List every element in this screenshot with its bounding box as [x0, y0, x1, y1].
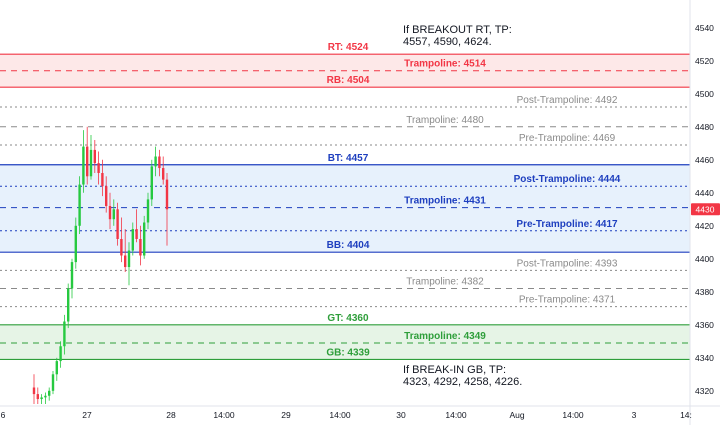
candle-body [131, 229, 134, 251]
time-tick-label: 29 [281, 410, 291, 420]
level-label: Trampoline: 4514 [404, 59, 486, 70]
time-tick-label: 6 [1, 410, 6, 420]
price-tick-label: 4340 [695, 353, 714, 363]
candle-body [48, 390, 51, 396]
price-tick-label: 4520 [695, 56, 714, 66]
price-tick-label: 4360 [695, 320, 714, 330]
candle-body [127, 250, 131, 268]
annotation-text: 4323, 4292, 4258, 4226. [403, 376, 522, 388]
candle-body [89, 149, 93, 177]
level-label: Trampoline: 4382 [406, 277, 484, 288]
candle-body [101, 173, 104, 187]
candle-body [36, 394, 39, 400]
candle-body [139, 239, 142, 256]
level-label: GT: 4360 [327, 313, 369, 324]
candle-body [74, 225, 77, 263]
time-tick-label: 30 [396, 410, 406, 420]
level-label: Post-Trampoline: 4444 [514, 174, 621, 185]
annotation-text: If BREAKOUT RT, TP: [403, 24, 512, 36]
time-tick-label: 14:00 [445, 410, 467, 420]
level-label: BB: 4404 [327, 240, 370, 251]
price-tick-label: 4420 [695, 221, 714, 231]
candle-body [67, 288, 70, 322]
level-label: RT: 4524 [328, 42, 369, 53]
time-tick-label: Aug [509, 410, 524, 420]
price-tick-label: 4540 [695, 23, 714, 33]
candle-body [40, 397, 43, 400]
candle-body [162, 168, 165, 180]
candle-body [55, 361, 58, 375]
candle-body [105, 186, 108, 206]
candle-body [59, 346, 62, 362]
candle-body [93, 149, 96, 164]
price-tick-label: 4460 [695, 155, 714, 165]
candle-body [63, 321, 66, 347]
candle-body [86, 146, 89, 177]
level-label: Pre-Trampoline: 4371 [519, 295, 616, 306]
candle-body [97, 163, 100, 173]
candle-body [112, 209, 115, 220]
level-label: Pre-Trampoline: 4469 [519, 133, 616, 144]
annotation-text: If BREAK-IN GB, TP: [403, 364, 506, 376]
candle-body [124, 255, 127, 268]
level-label: Pre-Trampoline: 4417 [516, 219, 618, 230]
time-tick-label: 14:00 [213, 410, 235, 420]
candle-body [32, 387, 36, 395]
zone-blue [0, 164, 690, 253]
candle-body [78, 184, 81, 226]
price-tick-label: 4380 [695, 287, 714, 297]
candle-body [143, 222, 146, 256]
time-tick-label: 14: [680, 410, 692, 420]
annotation-text: 4557, 4590, 4624. [403, 36, 492, 48]
price-tick-label: 4480 [695, 122, 714, 132]
candle-body [165, 179, 169, 210]
candle-body [70, 262, 74, 289]
candle-body [158, 156, 161, 169]
level-label: Post-Trampoline: 4393 [517, 258, 618, 269]
current-price-badge [691, 203, 720, 216]
level-label: Post-Trampoline: 4492 [517, 95, 618, 106]
time-tick-label: 28 [166, 410, 176, 420]
time-tick-label: 3 [632, 410, 637, 420]
level-label: BT: 4457 [328, 153, 369, 164]
candle-body [51, 374, 55, 391]
level-label: Trampoline: 4480 [406, 115, 484, 126]
price-tick-label: 4440 [695, 188, 714, 198]
candle-body [44, 395, 47, 398]
price-tick-label: 4320 [695, 386, 714, 396]
candle-body [82, 146, 85, 185]
level-label: GB: 4339 [326, 347, 370, 358]
level-label: Trampoline: 4431 [404, 196, 486, 207]
candle-body [146, 199, 150, 223]
level-label: Trampoline: 4349 [404, 331, 486, 342]
time-tick-label: 14:00 [329, 410, 351, 420]
current-price-label: 4430 [696, 204, 715, 214]
zone-green [0, 324, 690, 360]
candle-body [135, 229, 138, 239]
candle-body [116, 209, 119, 239]
price-tick-label: 4400 [695, 254, 714, 264]
candle-body [154, 156, 157, 167]
price-tick-label: 4500 [695, 89, 714, 99]
candle-body [120, 239, 123, 256]
candle-body [108, 206, 112, 220]
time-tick-label: 27 [82, 410, 92, 420]
level-label: RB: 4504 [327, 75, 370, 86]
candle-body [150, 166, 153, 200]
time-tick-label: 14:00 [562, 410, 584, 420]
